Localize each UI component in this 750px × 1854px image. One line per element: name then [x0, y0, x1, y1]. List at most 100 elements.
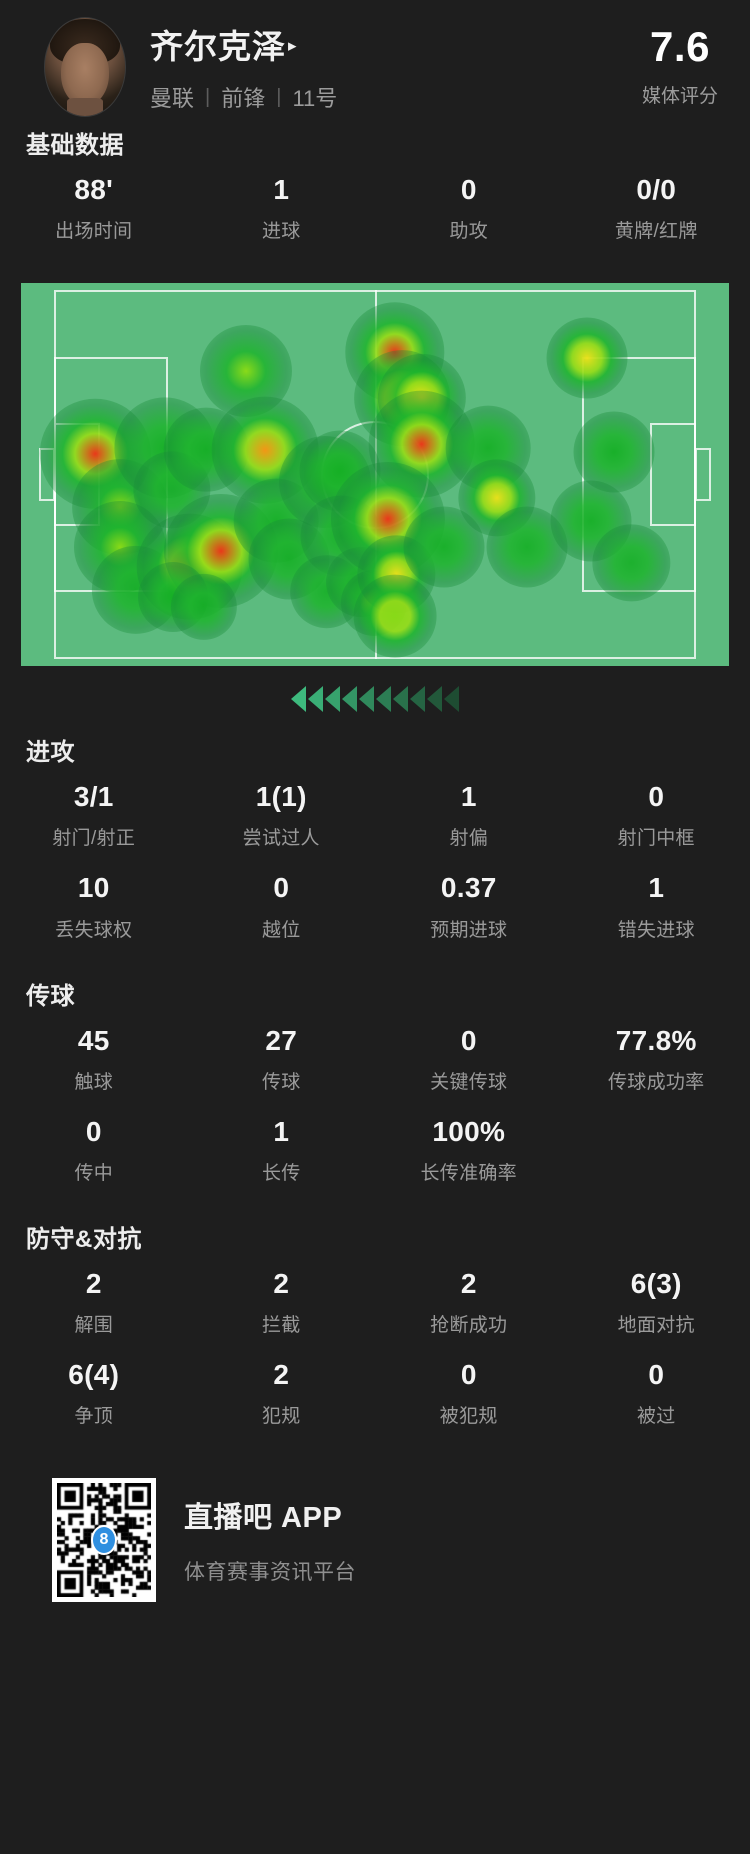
- stat-cell: 0/0 黄牌/红牌: [563, 160, 750, 251]
- stat-value: 0/0: [636, 174, 677, 205]
- stat-label: 拦截: [261, 1315, 301, 1337]
- stat-label: 传中: [74, 1162, 114, 1184]
- page-title: 齐尔克泽: [150, 28, 286, 65]
- stat-label: 触球: [74, 1071, 114, 1093]
- stat-value: 1: [273, 1115, 290, 1147]
- app-promo-text: 直播吧 APP 体育赛事资讯平台: [184, 1494, 356, 1586]
- chevron-left-icon: [325, 686, 340, 713]
- player-position: 前锋: [221, 86, 266, 111]
- stat-cell: 77.8% 传球成功率: [563, 1011, 750, 1102]
- stat-label: 射偏: [449, 828, 489, 850]
- rating-label: 媒体评分: [641, 85, 718, 107]
- meta-separator: |: [205, 85, 211, 108]
- stats-grid-basic: 88' 出场时间 1 进球 0 助攻 0/0 黄牌/红牌: [0, 160, 750, 251]
- stat-label: 关键传球: [430, 1071, 508, 1093]
- stat-value: 100%: [432, 1115, 506, 1147]
- rating-value: 7.6: [650, 22, 710, 70]
- chevron-left-icon: [410, 686, 425, 713]
- stat-value: 0: [273, 872, 290, 904]
- chevron-right-icon[interactable]: ▸: [288, 35, 298, 55]
- stat-value: 0: [460, 1359, 477, 1391]
- stat-value: 0: [460, 174, 477, 205]
- stat-label: 抢断成功: [430, 1315, 508, 1337]
- pitch-goal-box-left: [54, 423, 100, 527]
- stat-value: 0: [648, 1359, 665, 1391]
- chevron-left-icon: [376, 686, 391, 713]
- section-title-passing: 传球: [26, 982, 75, 1010]
- stat-label: 黄牌/红牌: [614, 221, 698, 243]
- stat-value: 0.37: [440, 872, 497, 904]
- player-meta: 曼联 | 前锋 | 11号: [150, 81, 642, 113]
- player-name-row[interactable]: 齐尔克泽 ▸: [150, 20, 642, 68]
- stat-label: 长传准确率: [420, 1162, 517, 1184]
- stat-label: 被犯规: [439, 1406, 498, 1428]
- stat-label: 越位: [261, 919, 301, 941]
- pitch-center-circle: [321, 420, 429, 529]
- stat-value: 45: [77, 1024, 110, 1056]
- app-tagline: 体育赛事资讯平台: [184, 1561, 356, 1585]
- stat-label: 进球: [261, 221, 301, 243]
- chevron-left-icon: [444, 686, 459, 713]
- chevron-left-icon: [342, 686, 357, 713]
- stat-cell: 0 关键传球: [375, 1011, 563, 1102]
- stat-label: 犯规: [261, 1406, 301, 1428]
- qr-code[interactable]: 8: [52, 1478, 156, 1603]
- avatar-neck: [67, 97, 103, 116]
- avatar-face: [61, 42, 109, 106]
- stat-value: 0: [85, 1115, 102, 1147]
- stat-value: 27: [265, 1024, 298, 1056]
- stat-cell: 1 长传: [188, 1102, 376, 1193]
- stats-grid-attack: 3/1 射门/射正 1(1) 尝试过人 1 射偏 0 射门中框 10 丢失球权 0 越位 0.37 预期进…: [0, 767, 750, 949]
- stat-label: 出场时间: [55, 221, 133, 243]
- stat-value: 2: [273, 1359, 290, 1391]
- stat-cell: 0 助攻: [375, 160, 563, 251]
- stat-value: 2: [273, 1267, 290, 1299]
- stat-value: 0: [460, 1024, 477, 1056]
- player-heatmap[interactable]: [21, 283, 729, 667]
- stat-label: 地面对抗: [617, 1315, 695, 1337]
- section-title-defense: 防守&对抗: [26, 1225, 142, 1253]
- player-identity: 齐尔克泽 ▸ 曼联 | 前锋 | 11号: [150, 20, 642, 113]
- stat-cell: 2 抢断成功: [375, 1254, 563, 1345]
- stat-cell: 2 解围: [0, 1254, 188, 1345]
- stat-value: 2: [85, 1267, 102, 1299]
- stat-cell: 100% 长传准确率: [375, 1102, 563, 1193]
- meta-separator: |: [276, 85, 282, 108]
- stat-value: 1(1): [255, 781, 307, 813]
- stat-cell: 1(1) 尝试过人: [188, 767, 376, 858]
- pitch-goal-box-right: [650, 423, 696, 527]
- stat-value: 77.8%: [615, 1024, 697, 1056]
- avatar[interactable]: [44, 16, 126, 117]
- stat-cell: 1 进球: [188, 160, 376, 251]
- stats-grid-passing: 45 触球 27 传球 0 关键传球 77.8% 传球成功率 0 传中 1 长传 100% 长传准确率: [0, 1011, 750, 1193]
- app-promo-footer: 8 直播吧 APP 体育赛事资讯平台: [0, 1454, 750, 1603]
- player-team: 曼联: [150, 86, 195, 111]
- chevron-left-icon: [427, 686, 442, 713]
- stat-cell: 0 被过: [563, 1345, 750, 1436]
- stat-label: 射门/射正: [52, 828, 136, 850]
- stat-label: 助攻: [449, 221, 489, 243]
- app-name: 直播吧 APP: [184, 1502, 343, 1535]
- stat-value: 88': [74, 174, 114, 205]
- stat-cell: 3/1 射门/射正: [0, 767, 188, 858]
- stat-label: 射门中框: [617, 828, 695, 850]
- stat-cell: 45 触球: [0, 1011, 188, 1102]
- stat-label: 尝试过人: [242, 828, 320, 850]
- stat-label: 被过: [636, 1406, 676, 1428]
- stat-value: 0: [648, 781, 665, 813]
- stat-cell: 27 传球: [188, 1011, 376, 1102]
- stat-cell: 88' 出场时间: [0, 160, 188, 251]
- stat-value: 10: [77, 872, 110, 904]
- chevron-left-icon: [308, 686, 323, 713]
- stat-value: 2: [460, 1267, 477, 1299]
- stat-label: 预期进球: [430, 919, 508, 941]
- chevron-left-icon: [393, 686, 408, 713]
- stats-grid-defense: 2 解围 2 拦截 2 抢断成功 6(3) 地面对抗 6(4) 争顶 2 犯规 0 被犯规 0 被过: [0, 1254, 750, 1436]
- stat-cell: 0 越位: [188, 858, 376, 949]
- stat-cell: 2 犯规: [188, 1345, 376, 1436]
- chevron-left-icon: [291, 686, 306, 713]
- stat-cell: 0 射门中框: [563, 767, 750, 858]
- pitch-goal-right: [695, 448, 711, 502]
- stat-value: 6(3): [630, 1267, 682, 1299]
